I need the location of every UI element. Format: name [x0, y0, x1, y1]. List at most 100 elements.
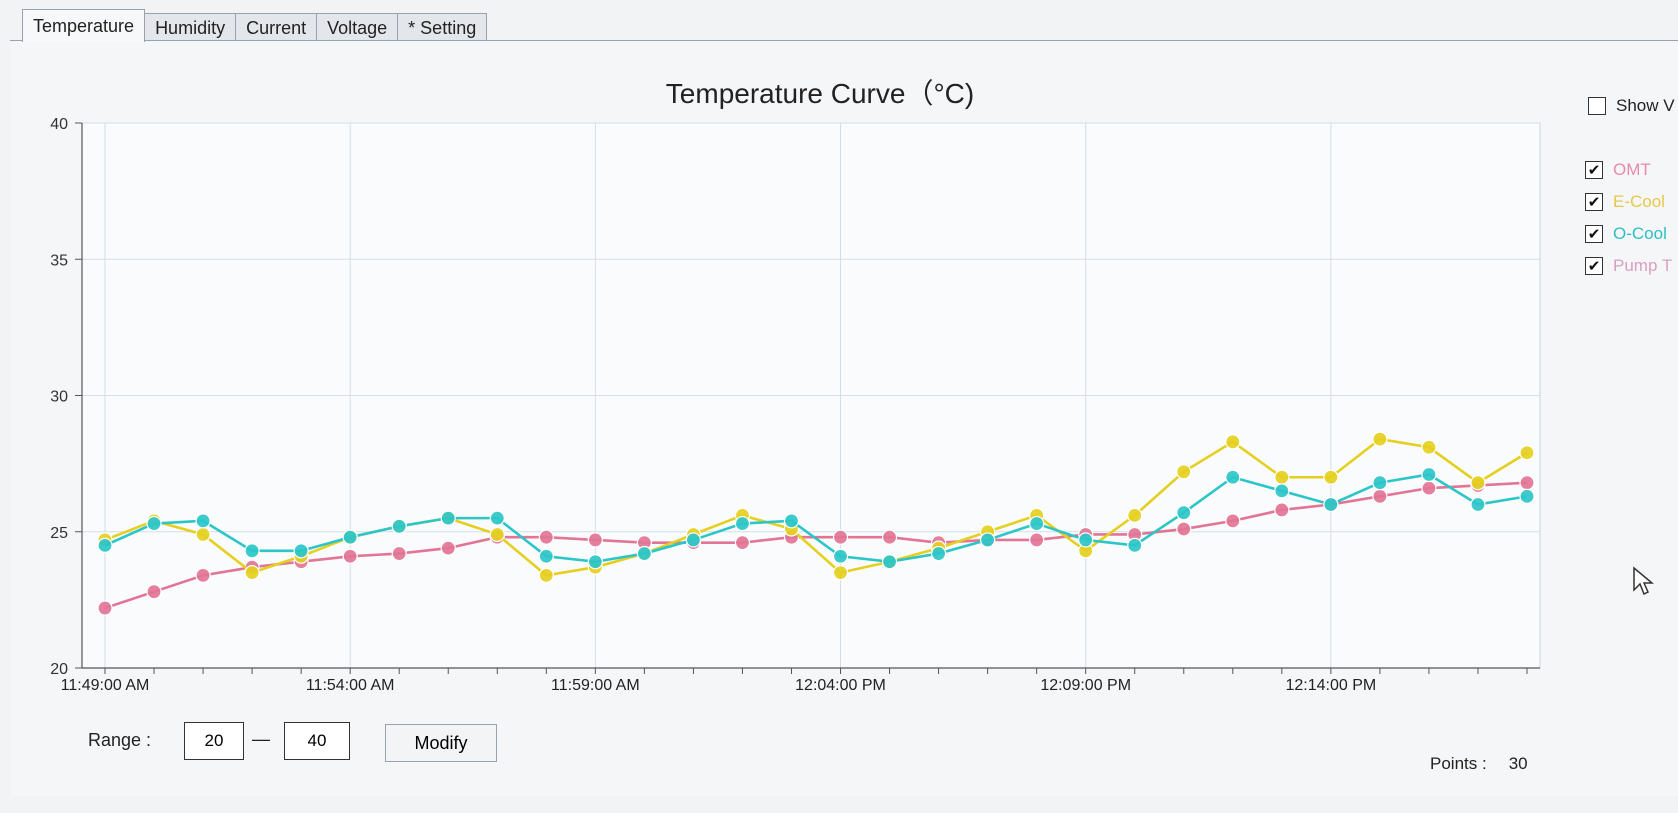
range-label: Range : [88, 730, 152, 750]
series-2-point-9 [538, 529, 554, 545]
series-1-point-22 [1176, 505, 1192, 521]
series-2-point-26 [1372, 488, 1388, 504]
x-tick-label-0: 11:49:00 AM [61, 677, 150, 694]
x-tick-label-4: 12:09:00 PM [1040, 677, 1131, 694]
series-0-point-23 [1225, 434, 1241, 450]
legend-label-o-cool: O-Cool [1613, 224, 1667, 243]
series-2-point-5 [342, 548, 358, 564]
series-1-point-17 [930, 545, 947, 562]
legend-item-o-cool[interactable]: ✔ O-Cool [1585, 224, 1667, 244]
series-0-point-29 [1519, 445, 1535, 461]
range-dash: — [252, 729, 270, 749]
series-1-point-27 [1421, 466, 1437, 483]
series-2-point-27 [1421, 480, 1437, 496]
x-tick-label-2: 11:59:00 AM [551, 677, 640, 694]
tab-setting[interactable]: * Setting [397, 13, 488, 42]
series-0-point-8 [489, 526, 505, 543]
series-1-point-6 [391, 518, 407, 534]
series-0-point-26 [1372, 431, 1388, 447]
y-tick-label-1: 25 [50, 525, 68, 542]
legend-checkbox-e-cool[interactable]: ✔ [1585, 193, 1603, 211]
series-1-point-21 [1127, 537, 1143, 553]
show-values-checkbox[interactable] [1588, 97, 1606, 115]
tab-voltage[interactable]: Voltage [316, 13, 399, 42]
series-2-point-0 [97, 600, 113, 616]
legend-checkbox-omt[interactable]: ✔ [1585, 161, 1603, 179]
series-2-point-19 [1029, 532, 1045, 548]
legend-label-omt: OMT [1613, 160, 1651, 179]
tab-bar: Temperature Humidity Current Voltage * S… [22, 8, 488, 42]
legend-item-e-cool[interactable]: ✔ E-Cool [1585, 192, 1665, 212]
series-0-point-28 [1470, 475, 1486, 491]
points-counter: Points : 30 [1430, 754, 1528, 774]
series-1-point-20 [1078, 532, 1094, 548]
legend-label-pump-t: Pump T [1613, 256, 1673, 275]
series-0-point-22 [1176, 464, 1192, 480]
series-1-point-26 [1372, 475, 1388, 491]
x-tick-label-3: 12:04:00 PM [795, 677, 886, 694]
series-1-point-13 [734, 515, 751, 532]
x-tick-label-5: 12:14:00 PM [1285, 677, 1376, 694]
chart-title: Temperature Curve（°C) [666, 78, 974, 109]
series-2-point-24 [1274, 502, 1290, 518]
points-label: Points : [1430, 754, 1487, 773]
legend-checkbox-o-cool[interactable]: ✔ [1585, 225, 1603, 243]
series-1-point-1 [146, 515, 162, 532]
temperature-chart: Temperature Curve（°C) 20 25 30 35 40 11:49:00… [50, 78, 1541, 694]
x-tick-label-1: 11:54:00 AM [306, 677, 395, 694]
legend-label-e-cool: E-Cool [1613, 192, 1665, 211]
chart-grid [81, 122, 1541, 669]
mouse-cursor-icon [1633, 566, 1654, 596]
series-2-point-1 [146, 584, 162, 600]
tab-temperature[interactable]: Temperature [22, 9, 146, 42]
series-2-point-6 [391, 545, 407, 562]
series-0-point-27 [1421, 439, 1437, 455]
series-2-point-7 [440, 540, 456, 556]
series-2-point-23 [1225, 513, 1241, 529]
legend-item-omt[interactable]: ✔ OMT [1585, 160, 1651, 180]
legend-checkbox-pump-t[interactable]: ✔ [1585, 257, 1603, 275]
series-0-point-2 [195, 526, 211, 543]
range-max-input[interactable] [284, 722, 350, 760]
chart-axes: 20 25 30 35 40 11:49:00 AM 11:54:00 AM 11:59:00… [50, 116, 1540, 694]
series-1-point-12 [685, 532, 702, 548]
series-2-point-15 [832, 529, 849, 545]
tab-current[interactable]: Current [235, 13, 318, 42]
points-value: 30 [1508, 754, 1528, 773]
y-tick-label-3: 35 [50, 252, 68, 269]
range-min-input[interactable] [184, 722, 244, 760]
series-1-point-8 [489, 510, 505, 526]
chart-series [97, 431, 1535, 616]
series-1-point-3 [244, 543, 260, 559]
show-values-toggle[interactable]: Show V [1588, 96, 1675, 116]
tab-humidity[interactable]: Humidity [144, 13, 237, 42]
series-1-point-25 [1323, 496, 1339, 513]
series-1-point-9 [538, 548, 554, 564]
y-tick-label-4: 40 [50, 116, 68, 133]
series-0-point-24 [1274, 469, 1290, 485]
series-1-point-29 [1519, 488, 1535, 504]
series-1-point-15 [832, 548, 849, 564]
legend-item-pump-t[interactable]: ✔ Pump T [1585, 256, 1672, 276]
show-values-label: Show V [1616, 96, 1675, 115]
series-1-point-7 [440, 510, 456, 526]
series-1-point-14 [783, 513, 800, 529]
series-2-point-16 [881, 529, 898, 545]
y-tick-label-2: 30 [50, 389, 68, 406]
series-0-point-25 [1323, 469, 1339, 485]
series-1-point-5 [342, 529, 358, 545]
series-1-point-0 [97, 537, 113, 553]
modify-button[interactable]: Modify [385, 724, 497, 762]
series-2-point-29 [1519, 475, 1535, 491]
series-0-point-9 [538, 567, 554, 583]
series-1-point-28 [1470, 496, 1486, 513]
series-line-1 [104, 473, 1528, 564]
y-tick-label-0: 20 [50, 661, 68, 678]
series-1-point-19 [1029, 515, 1045, 532]
series-1-point-4 [293, 543, 309, 559]
series-1-point-24 [1274, 483, 1290, 499]
series-1-point-16 [881, 554, 898, 570]
series-0-point-15 [832, 565, 849, 581]
series-1-point-11 [636, 545, 652, 562]
